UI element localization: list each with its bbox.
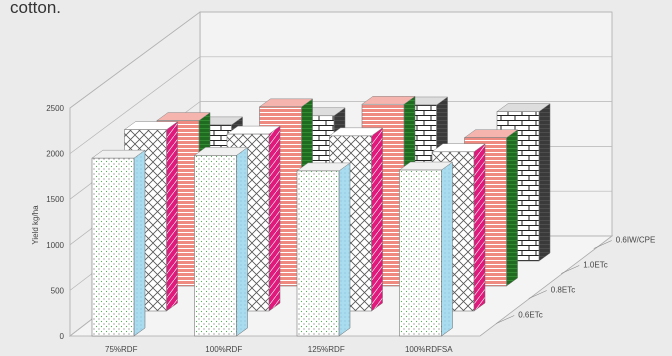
- bar-side: [236, 146, 248, 337]
- y-axis-label: Yield kg/ha: [31, 205, 40, 245]
- x-category-label: 100%RDF: [205, 345, 242, 354]
- bar-side: [166, 121, 178, 312]
- labels-layer: 0 500 1000 1500 2000 2500 Yield kg/ha 75%RDF 100…: [31, 104, 655, 354]
- bar-side: [473, 143, 486, 312]
- bar-side: [538, 103, 551, 262]
- bar: [194, 155, 237, 337]
- bar-side: [268, 125, 281, 312]
- series-depth-label: 0.6ETc: [518, 311, 542, 320]
- y-tick-label: 500: [51, 286, 65, 295]
- series-tick: [593, 240, 612, 249]
- gridline: [69, 56, 201, 154]
- bars-layer: [91, 95, 551, 337]
- series-depth-label: 0.6IW/CPE: [616, 236, 656, 245]
- gridline: [69, 11, 201, 109]
- y-tick-label: 1500: [46, 195, 64, 204]
- series-depth-label: 1.0ETc: [583, 261, 607, 270]
- bar: [296, 170, 340, 337]
- x-category-label: 125%RDF: [308, 345, 345, 354]
- series-tick: [528, 290, 547, 299]
- x-category-label: 75%RDF: [105, 345, 138, 354]
- y-tick-label: 1000: [46, 241, 64, 250]
- y-tick-label: 2500: [46, 104, 64, 113]
- bar: [399, 169, 442, 337]
- series-tick: [496, 315, 515, 324]
- y-tick-label: 0: [60, 332, 65, 341]
- bar: [91, 157, 135, 337]
- series-depth-label: 0.8ETc: [551, 286, 575, 295]
- bar-side: [441, 161, 453, 337]
- x-category-label: 100%RDFSA: [405, 345, 453, 354]
- y-tick-label: 2000: [46, 150, 64, 159]
- bar-side: [133, 149, 146, 337]
- bar-side: [371, 127, 383, 312]
- bar-side: [506, 129, 518, 287]
- bar-side: [338, 162, 351, 337]
- series-tick: [561, 265, 580, 274]
- top-caption: cotton.: [10, 0, 62, 17]
